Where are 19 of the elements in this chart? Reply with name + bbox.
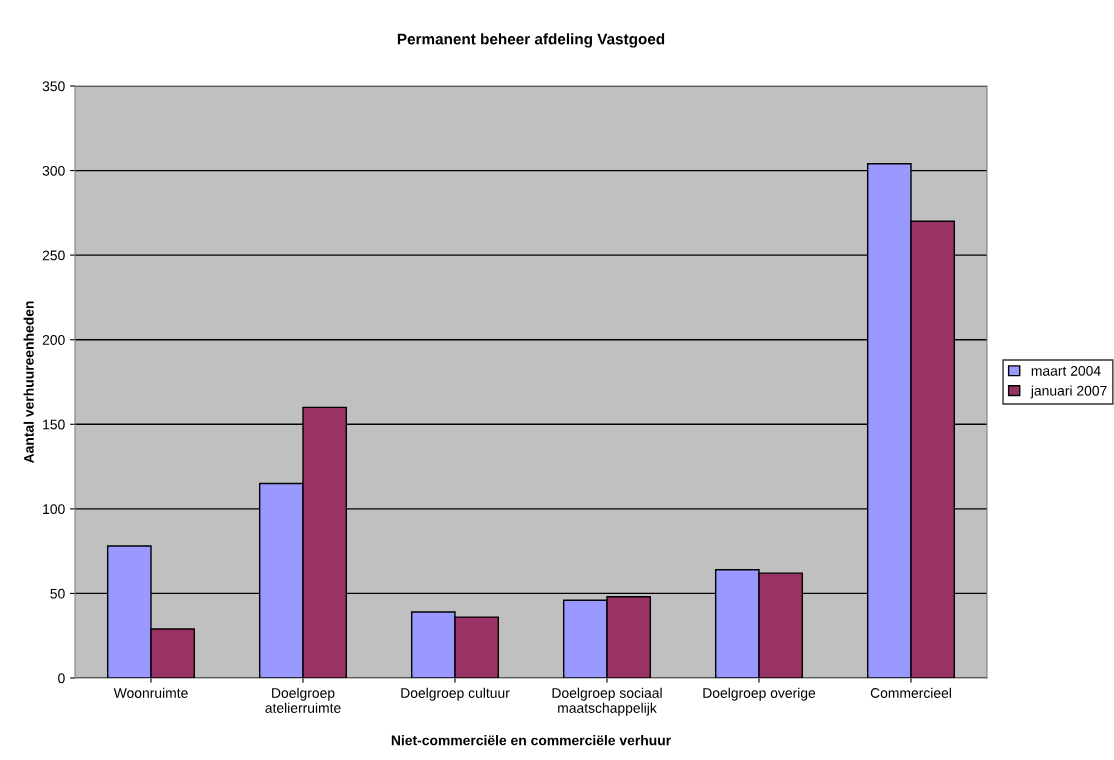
x-tick-label: Woonruimte	[113, 687, 188, 698]
x-tick-label: Doelgroep sociaal maatschappelijk	[552, 687, 662, 716]
y-tick-label: 50	[50, 588, 65, 599]
legend-label: januari 2007	[1030, 385, 1107, 399]
y-tick-label: 250	[42, 250, 65, 261]
y-tick-label: 200	[42, 335, 65, 345]
y-tick-label: 0	[58, 673, 65, 684]
legend-label: maart 2004	[1031, 365, 1101, 376]
x-tick-label: Doelgroep atelierruimte	[265, 687, 341, 713]
y-tick-label: 300	[42, 165, 65, 176]
x-axis-title: Niet-commerciële en commerciële verhuur	[391, 735, 671, 746]
x-tick-label: Doelgroep overige	[703, 687, 816, 701]
x-tick-label: Commercieel	[870, 687, 951, 698]
x-tick-label: Doelgroep cultuur	[401, 687, 510, 701]
y-tick-label: 150	[43, 419, 65, 430]
y-axis-title: Aantal verhuureenheden	[23, 301, 34, 464]
y-tick-label: 100	[43, 504, 65, 515]
chart-title: Permanent beheer afdeling Vastgoed	[397, 33, 665, 48]
y-tick-label: 350	[42, 81, 65, 92]
